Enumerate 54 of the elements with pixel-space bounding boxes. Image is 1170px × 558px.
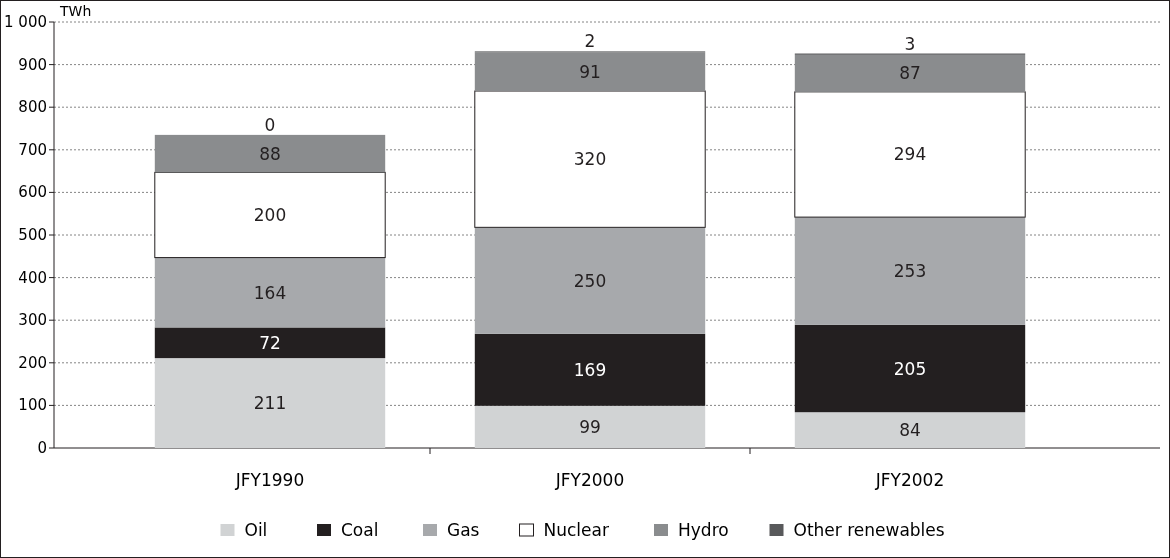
y-tick-label: 600 [18,183,47,202]
y-tick-label: 900 [18,55,47,74]
x-tick-label: JFY2002 [874,470,945,490]
bar [154,327,386,359]
data-label: 211 [253,393,287,414]
data-label: 164 [253,282,287,303]
bar [154,171,386,259]
x-tick-label: JFY1990 [234,470,305,490]
data-label: 84 [899,420,921,441]
bar [794,217,1026,325]
bar [154,134,386,173]
bar [794,324,1026,413]
legend-label: Oil [244,520,268,540]
bar [794,412,1026,448]
legend-label: Coal [341,520,379,540]
data-label: 3 [904,33,916,54]
data-label: 294 [893,144,927,165]
data-label: 87 [899,63,921,84]
data-label: 253 [893,261,927,281]
legend-label: Other renewables [793,520,945,540]
data-label: 320 [573,149,607,170]
y-tick-label: 700 [18,140,47,159]
bar [794,54,1026,92]
data-label: 250 [573,270,607,291]
bar [474,52,706,92]
y-tick-label: 1 000 [4,13,47,31]
bar [154,358,386,448]
data-label: 99 [579,416,601,437]
data-label: 72 [259,332,281,353]
x-tick-label: JFY2000 [554,470,625,490]
bar [474,90,706,228]
data-label: 91 [579,61,601,82]
bar [154,257,386,328]
data-label: 2 [584,31,596,52]
bar [474,405,706,448]
data-label: 88 [259,143,281,164]
legend-label: Nuclear [543,520,609,540]
y-tick-label: 500 [18,226,47,244]
data-label: 205 [893,358,927,379]
data-label: 169 [573,359,607,380]
bar [474,227,706,334]
legend-label: Gas [447,520,480,540]
y-tick-label: 300 [18,311,47,330]
y-tick-label: 400 [18,268,47,287]
y-tick-label: 800 [18,98,47,117]
data-label: 0 [264,114,276,135]
y-tick-label: 200 [18,353,47,372]
legend-label: Hydro [678,520,729,540]
y-axis-title: TWh [59,3,92,19]
y-tick-label: 100 [18,396,47,415]
bar [474,333,706,406]
data-label: 200 [253,204,287,225]
y-tick-label: 0 [37,439,47,457]
bar [794,91,1026,218]
